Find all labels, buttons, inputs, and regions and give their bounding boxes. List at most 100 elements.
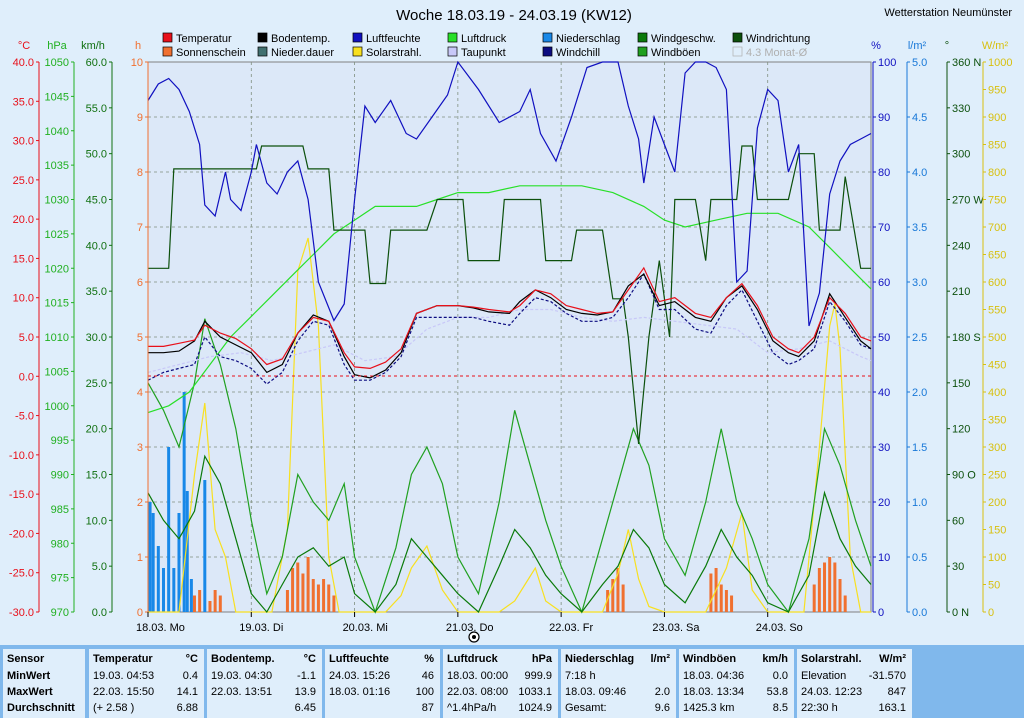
legend-label: Niederschlag <box>556 33 620 45</box>
axis-tick-label-temp: 0.0 <box>19 371 34 383</box>
axis-tick-label-wm2: 900 <box>988 112 1006 124</box>
bar-sonnenschein <box>817 568 821 612</box>
bar-sonnenschein <box>327 584 331 612</box>
stats-value: 0.0 <box>772 670 788 682</box>
bar-sonnenschein <box>828 557 832 612</box>
bar-sonnenschein <box>621 584 625 612</box>
bar-niederschlag <box>156 546 160 612</box>
legend-label: Windrichtung <box>746 33 810 45</box>
axis-tick-label-kmh: 15.0 <box>86 470 107 482</box>
bar-sonnenschein <box>719 584 723 612</box>
legend-swatch <box>637 32 648 43</box>
bar-sonnenschein <box>316 584 320 612</box>
axis-tick-label-temp: 40.0 <box>13 57 34 69</box>
stats-time: Gesamt: <box>565 702 607 714</box>
series-temperatur <box>148 266 872 370</box>
stats-header: Luftdruck <box>447 653 498 665</box>
stats-time: 22:30 h <box>801 702 838 714</box>
bar-niederschlag <box>189 579 193 612</box>
stats-time: 22.03. 15:50 <box>93 686 155 698</box>
x-tick-label: 21.03. Do <box>446 622 494 634</box>
axis-tick-label-pct: 100 <box>878 57 896 69</box>
axis-units: °C hPa km/h h% l/m² ° W/m² <box>18 40 1009 52</box>
axis-tick-label-pct: 40 <box>878 387 890 399</box>
stats-column-temperatur: Temperatur °C 19.03. 04:53 0.4 22.03. 15:50 1… <box>89 649 204 718</box>
legend-swatch <box>352 32 363 43</box>
axis-tick-label-deg: 240 <box>952 240 970 252</box>
bar-niederschlag <box>177 513 181 612</box>
axis-tick-label-temp: -25.0 <box>9 568 34 580</box>
axis-tick-label-hpa: 980 <box>51 538 69 550</box>
legend-label: Luftfeuchte <box>366 33 420 45</box>
axis-tick-label-temp: -20.0 <box>9 528 34 540</box>
bar-sonnenschein <box>332 595 336 612</box>
axis-tick-label-kmh: 30.0 <box>86 332 107 344</box>
axis-tick-label-temp: 30.0 <box>13 136 34 148</box>
stats-value: 1024.9 <box>518 702 552 714</box>
bar-niederschlag <box>148 502 152 612</box>
axis-tick-label-hpa: 1030 <box>45 195 69 207</box>
bar-sonnenschein <box>208 601 212 612</box>
stats-time: 24.03. 12:23 <box>801 686 863 698</box>
axis-tick-label-hpa: 1040 <box>45 126 69 138</box>
axis-tick-label-hpa: 975 <box>51 573 69 585</box>
stats-column-windb-en: Windböen km/h 18.03. 04:36 0.0 18.03. 13:34 5… <box>679 649 794 718</box>
bar-sonnenschein <box>823 562 827 612</box>
stats-header: Bodentemp. <box>211 653 275 665</box>
axis-tick-label-lm2: 5.0 <box>912 57 927 69</box>
bar-sonnenschein <box>812 584 816 612</box>
legend-swatch <box>732 46 743 57</box>
axis-tick-label-lm2: 3.0 <box>912 277 927 289</box>
axis-tick-label-wm2: 950 <box>988 85 1006 97</box>
axis-tick-label-hpa: 1005 <box>45 366 69 378</box>
axis-tick-label-hpa: 1045 <box>45 91 69 103</box>
stats-time: 22.03. 08:00 <box>447 686 509 698</box>
axis-tick-label-lm2: 1.5 <box>912 442 927 454</box>
legend-swatch <box>542 32 553 43</box>
legend-swatch <box>162 46 173 57</box>
axis-tick-label-wm2: 350 <box>988 415 1006 427</box>
axis-tick-label-wm2: 450 <box>988 360 1006 372</box>
axis-unit-pct: % <box>871 40 881 52</box>
axis-tick-label-pct: 80 <box>878 167 890 179</box>
bar-sonnenschein <box>611 579 615 612</box>
axis-tick-label-h: 10 <box>131 57 143 69</box>
series-windchill <box>147 272 872 385</box>
series-solarstrahl- <box>148 237 871 613</box>
axis-tick-label-temp: 25.0 <box>13 175 34 187</box>
series-windb-en <box>147 318 872 614</box>
stats-header: Temperatur <box>93 653 153 665</box>
axis-tick-label-deg: 300 <box>952 149 970 161</box>
stats-unit: l/m² <box>650 653 670 665</box>
axis-tick-label-temp: 10.0 <box>13 293 34 305</box>
x-tick-label: 23.03. Sa <box>652 622 700 634</box>
stats-header: Luftfeuchte <box>329 653 389 665</box>
axis-tick-label-wm2: 400 <box>988 387 1006 399</box>
legend-swatch <box>447 32 458 43</box>
bar-niederschlag <box>185 491 189 612</box>
bar-sonnenschein <box>285 590 289 612</box>
bar-niederschlag <box>167 447 171 612</box>
stats-value: 0.4 <box>182 670 198 682</box>
axis-tick-label-wm2: 800 <box>988 167 1006 179</box>
axis-tick-label-pct: 90 <box>878 112 890 124</box>
legend-swatch <box>257 32 268 43</box>
axis-tick-label-hpa: 1020 <box>45 263 69 275</box>
axis-tick-label-wm2: 600 <box>988 277 1006 289</box>
axis-tick-label-deg: 120 <box>952 424 970 436</box>
axis-tick-label-deg: 150 <box>952 378 970 390</box>
bar-series <box>148 392 847 612</box>
axis-tick-label-deg: 30 <box>952 561 964 573</box>
axis-tick-label-temp: 5.0 <box>19 332 34 344</box>
stats-column-bodentemp-: Bodentemp. °C 19.03. 04:30 -1.1 22.03. 13:51… <box>207 649 322 718</box>
bar-sonnenschein <box>301 573 305 612</box>
stats-panel: Sensor MinWert MaxWert Durchschnitt Temp… <box>0 645 1024 718</box>
stats-column-solarstrahl-: Solarstrahl. W/m² Elevation -31.570 24.03. 1… <box>797 649 912 718</box>
bar-sonnenschein <box>833 562 837 612</box>
axis-tick-label-temp: -30.0 <box>9 607 34 619</box>
stats-time: Elevation <box>801 670 847 682</box>
axis-tick-label-lm2: 2.0 <box>912 387 927 399</box>
stats-unit: hPa <box>531 653 552 665</box>
axis-tick-label-kmh: 5.0 <box>92 561 107 573</box>
bar-sonnenschein <box>838 579 842 612</box>
